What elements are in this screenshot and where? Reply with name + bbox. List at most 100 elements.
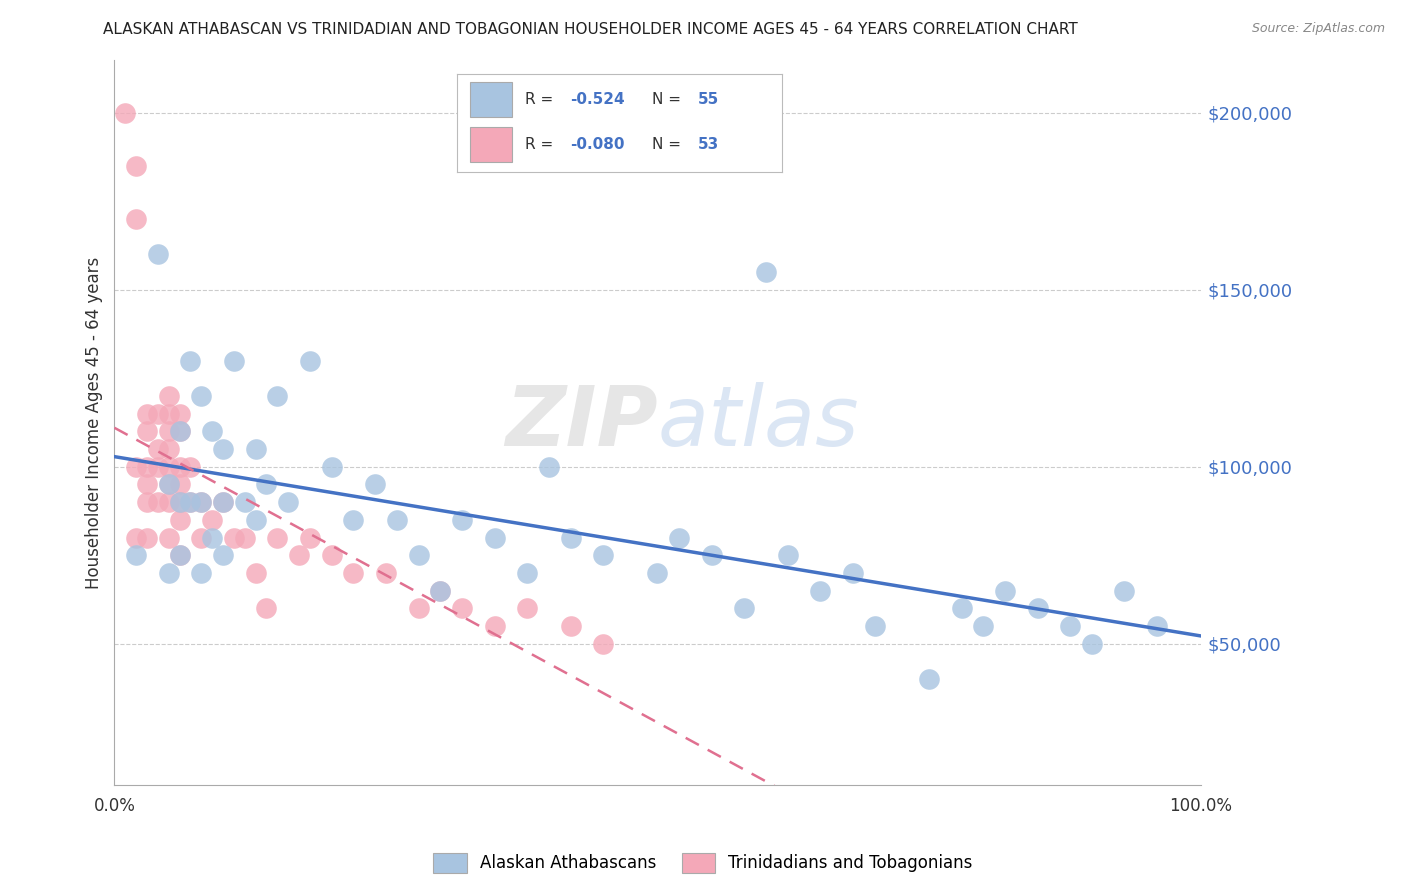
Point: [342, 566, 364, 580]
Point: [429, 583, 451, 598]
Point: [136, 495, 159, 509]
Point: [157, 566, 180, 580]
Point: [537, 459, 560, 474]
Point: [647, 566, 669, 580]
Point: [277, 495, 299, 509]
Point: [136, 407, 159, 421]
Point: [842, 566, 865, 580]
Point: [179, 495, 201, 509]
Point: [169, 495, 191, 509]
Point: [169, 425, 191, 439]
Point: [364, 477, 387, 491]
Point: [429, 583, 451, 598]
Point: [484, 531, 506, 545]
Point: [136, 531, 159, 545]
Text: ZIP: ZIP: [505, 382, 658, 463]
Point: [516, 566, 538, 580]
Point: [212, 549, 235, 563]
Point: [592, 549, 614, 563]
Point: [157, 477, 180, 491]
Point: [1059, 619, 1081, 633]
Point: [385, 513, 408, 527]
Point: [733, 601, 755, 615]
Point: [266, 531, 288, 545]
Point: [169, 549, 191, 563]
Point: [451, 513, 474, 527]
Y-axis label: Householder Income Ages 45 - 64 years: Householder Income Ages 45 - 64 years: [86, 256, 103, 589]
Point: [994, 583, 1017, 598]
Point: [169, 425, 191, 439]
Point: [136, 459, 159, 474]
Point: [256, 477, 278, 491]
Point: [157, 459, 180, 474]
Point: [157, 442, 180, 456]
Point: [918, 672, 941, 686]
Point: [190, 495, 212, 509]
Point: [146, 247, 169, 261]
Text: Source: ZipAtlas.com: Source: ZipAtlas.com: [1251, 22, 1385, 36]
Point: [298, 531, 321, 545]
Point: [190, 495, 212, 509]
Point: [863, 619, 886, 633]
Point: [321, 549, 343, 563]
Point: [157, 477, 180, 491]
Point: [950, 601, 973, 615]
Point: [146, 407, 169, 421]
Point: [212, 495, 235, 509]
Point: [169, 477, 191, 491]
Point: [125, 459, 148, 474]
Point: [169, 549, 191, 563]
Point: [516, 601, 538, 615]
Point: [169, 495, 191, 509]
Point: [700, 549, 723, 563]
Point: [179, 353, 201, 368]
Point: [484, 619, 506, 633]
Point: [245, 442, 267, 456]
Point: [408, 601, 430, 615]
Text: ALASKAN ATHABASCAN VS TRINIDADIAN AND TOBAGONIAN HOUSEHOLDER INCOME AGES 45 - 64: ALASKAN ATHABASCAN VS TRINIDADIAN AND TO…: [103, 22, 1078, 37]
Point: [179, 459, 201, 474]
Point: [190, 531, 212, 545]
Point: [179, 495, 201, 509]
Point: [668, 531, 690, 545]
Point: [808, 583, 831, 598]
Text: atlas: atlas: [658, 382, 859, 463]
Point: [1026, 601, 1049, 615]
Point: [245, 566, 267, 580]
Point: [136, 477, 159, 491]
Point: [125, 549, 148, 563]
Point: [592, 637, 614, 651]
Point: [125, 531, 148, 545]
Point: [212, 442, 235, 456]
Point: [222, 531, 245, 545]
Point: [233, 531, 256, 545]
Point: [201, 513, 224, 527]
Point: [776, 549, 799, 563]
Point: [374, 566, 396, 580]
Point: [1146, 619, 1168, 633]
Point: [222, 353, 245, 368]
Point: [972, 619, 994, 633]
Point: [190, 389, 212, 403]
Point: [146, 442, 169, 456]
Point: [560, 531, 582, 545]
Point: [1081, 637, 1104, 651]
Point: [245, 513, 267, 527]
Point: [321, 459, 343, 474]
Point: [146, 459, 169, 474]
Point: [201, 531, 224, 545]
Point: [157, 407, 180, 421]
Point: [451, 601, 474, 615]
Point: [298, 353, 321, 368]
Point: [342, 513, 364, 527]
Point: [136, 425, 159, 439]
Point: [114, 105, 136, 120]
Point: [169, 513, 191, 527]
Point: [157, 389, 180, 403]
Point: [146, 495, 169, 509]
Point: [169, 407, 191, 421]
Point: [256, 601, 278, 615]
Legend: Alaskan Athabascans, Trinidadians and Tobagonians: Alaskan Athabascans, Trinidadians and To…: [427, 847, 979, 880]
Point: [212, 495, 235, 509]
Point: [755, 265, 778, 279]
